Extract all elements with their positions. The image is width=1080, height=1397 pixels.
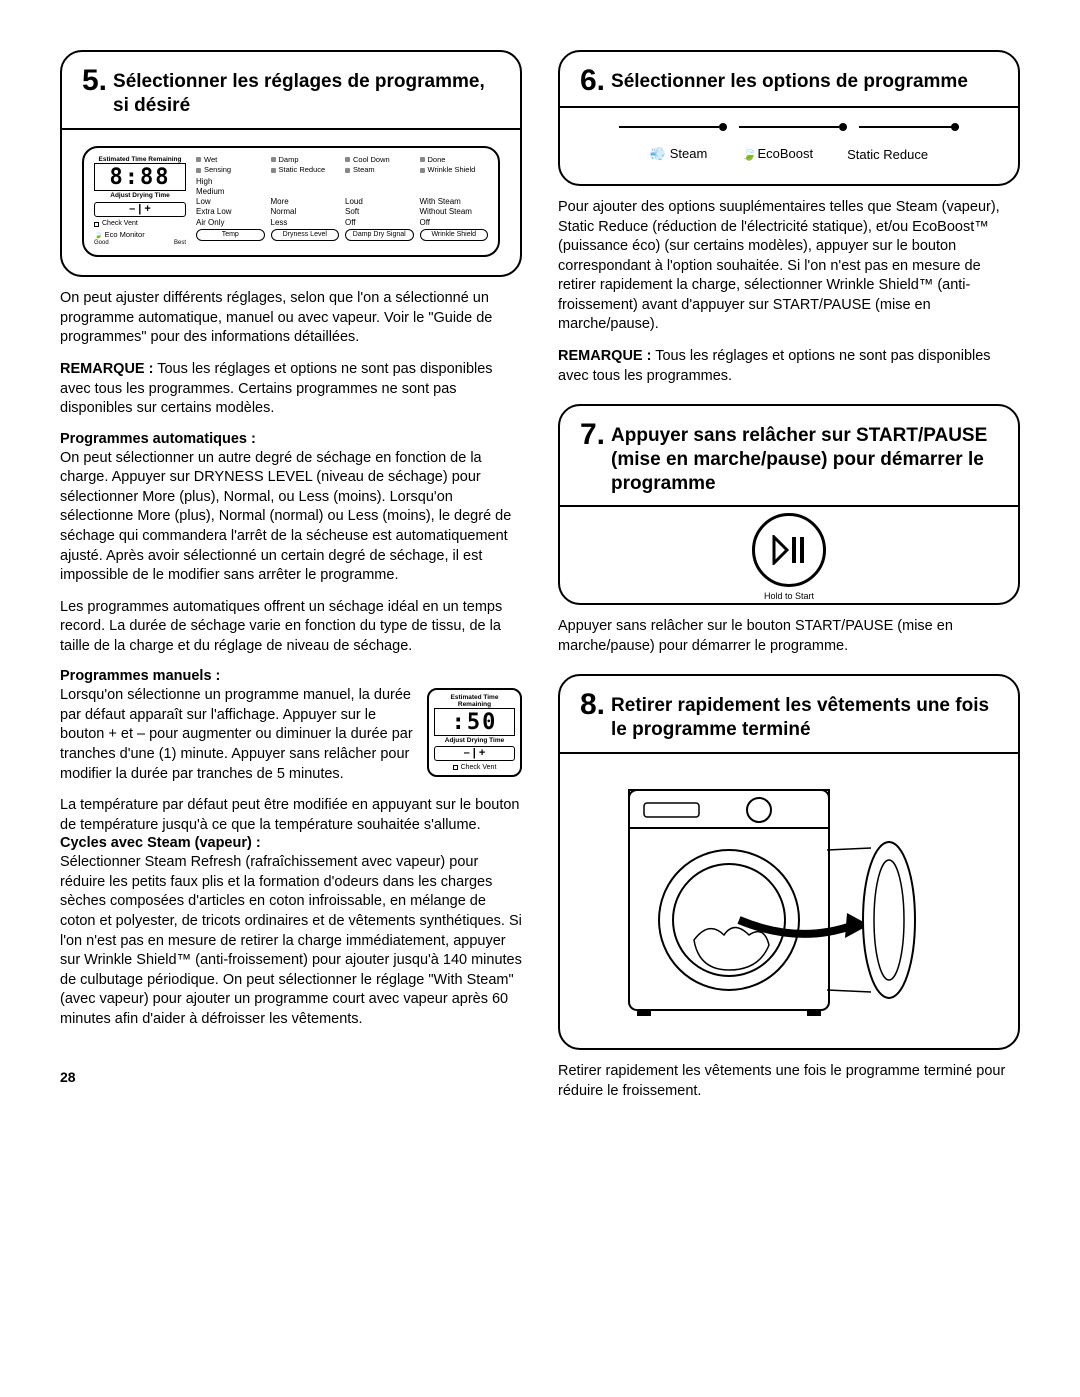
step-8-header: 8. Retirer rapidement les vêtements une …: [560, 676, 1018, 754]
dryer-illustration: [609, 770, 969, 1030]
opt-static: Static Reduce: [847, 147, 928, 162]
auto-p1: On peut sélectionner un autre degré de s…: [60, 449, 522, 586]
step6-remarque: REMARQUE : Tous les réglages et options …: [558, 347, 1020, 386]
auto-head: Programmes automatiques :: [60, 431, 522, 447]
options-indicator-line: [619, 124, 959, 130]
step-6-box: 6. Sélectionner les options de programme…: [558, 50, 1020, 186]
step-8-box: 8. Retirer rapidement les vêtements une …: [558, 674, 1020, 1050]
man-p2: La température par défaut peut être modi…: [60, 796, 522, 835]
left-column: 5. Sélectionner les réglages de programm…: [60, 50, 522, 1101]
control-panel-graphic: Estimated Time Remaining 8:88 Adjust Dry…: [82, 146, 500, 258]
step-6-body: 💨 Steam 🍃EcoBoost Static Reduce: [560, 108, 1018, 184]
step-7-body: Hold to Start: [560, 507, 1018, 603]
step-5-header: 5. Sélectionner les réglages de programm…: [62, 52, 520, 130]
auto-p2: Les programmes automatiques offrent un s…: [60, 598, 522, 657]
step-6-header: 6. Sélectionner les options de programme: [560, 52, 1018, 108]
steam-head: Cycles avec Steam (vapeur) :: [60, 835, 522, 851]
time-display: 8:88: [94, 163, 186, 191]
right-column: 6. Sélectionner les options de programme…: [558, 50, 1020, 1101]
step8-p1: Retirer rapidement les vêtements une foi…: [558, 1062, 1020, 1101]
man-head: Programmes manuels :: [60, 668, 522, 684]
step-7-header: 7. Appuyer sans relâcher sur START/PAUSE…: [560, 406, 1018, 507]
step-7-box: 7. Appuyer sans relâcher sur START/PAUSE…: [558, 404, 1020, 605]
step-5-body: Estimated Time Remaining 8:88 Adjust Dry…: [62, 130, 520, 276]
opt-ecoboost: 🍃EcoBoost: [741, 146, 813, 162]
step6-p1: Pour ajouter des options suuplémentaires…: [558, 198, 1020, 335]
step-5-title: Sélectionner les réglages de programme, …: [113, 66, 500, 118]
hold-to-start-label: Hold to Start: [560, 591, 1018, 601]
step-8-body: [560, 754, 1018, 1048]
page-number: 28: [60, 1069, 522, 1085]
step5-p1: On peut ajuster différents réglages, sel…: [60, 289, 522, 348]
start-pause-icon: [752, 513, 826, 587]
mini-display-callout: Estimated Time Remaining :50 Adjust Dryi…: [427, 688, 522, 777]
opt-steam: 💨 Steam: [650, 146, 707, 162]
step-5-box: 5. Sélectionner les réglages de programm…: [60, 50, 522, 277]
step5-remarque: REMARQUE : Tous les réglages et options …: [60, 360, 522, 419]
step-5-num: 5.: [82, 66, 107, 96]
plus-minus: – | +: [94, 202, 186, 218]
options-row: 💨 Steam 🍃EcoBoost Static Reduce: [580, 136, 998, 166]
step7-p1: Appuyer sans relâcher sur le bouton STAR…: [558, 617, 1020, 656]
steam-p: Sélectionner Steam Refresh (rafraîchisse…: [60, 853, 522, 1029]
